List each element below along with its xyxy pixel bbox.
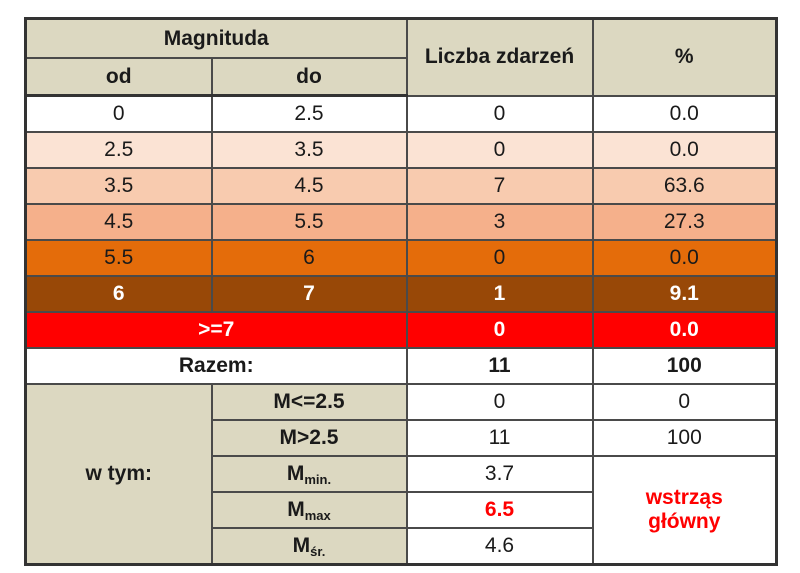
magnitude-table: Magnituda Liczba zdarzeń % od do 0 2.5 0…: [24, 17, 778, 566]
total-count: 11: [405, 347, 594, 385]
mmin-base: M: [286, 461, 305, 485]
le25-label: M<=2.5: [210, 383, 408, 421]
gt25-count: 11: [405, 419, 594, 457]
cell-to: 3.5: [210, 131, 408, 169]
table-row-total: Razem: 11 100: [24, 347, 778, 385]
mmin-label: Mmin.: [210, 455, 408, 493]
cell-to: 4.5: [210, 167, 408, 205]
cell-percent: 0.0: [591, 94, 778, 133]
table-row: 4.5 5.5 3 27.3: [24, 203, 778, 241]
table-row: 2.5 3.5 0 0.0: [24, 131, 778, 169]
total-percent: 100: [591, 347, 778, 385]
cell-to: 7: [210, 275, 408, 313]
cell-count: 0: [405, 311, 594, 349]
mmax-sub: max: [304, 507, 331, 523]
table-row-mmax: Mmax 6.5: [26, 491, 777, 529]
cell-ge7-label: >=7: [24, 311, 408, 349]
cell-count: 1: [405, 275, 594, 313]
table-row-ge7: >=7 0 0.0: [24, 311, 778, 349]
mainshock-note: wstrząs główny: [591, 455, 778, 566]
cell-from: 3.5: [24, 167, 213, 205]
mmin-value: 3.7: [405, 455, 594, 493]
cell-count: 0: [405, 131, 594, 169]
cell-to: 6: [210, 239, 408, 277]
cell-from: 0: [24, 94, 213, 133]
header-percent: %: [591, 17, 778, 97]
table-row-mmin: Mmin. 3.7 wstrząs główny: [26, 455, 778, 566]
mmin-sub: min.: [304, 471, 332, 487]
mmax-label: Mmax: [210, 491, 408, 529]
cell-percent: 9.1: [591, 275, 778, 313]
cell-to: 5.5: [210, 203, 408, 241]
cell-from: 4.5: [24, 203, 213, 241]
le25-count: 0: [405, 383, 594, 421]
table-row: 5.5 6 0 0.0: [24, 239, 778, 277]
mmax-value: 6.5: [405, 491, 594, 529]
header-to: do: [210, 57, 408, 97]
table-row-mavg: Mśr. 4.6: [26, 527, 777, 566]
table-row-le25: w tym: M<=2.5 0 0: [24, 383, 778, 566]
mavg-sub: śr.: [310, 543, 326, 559]
mavg-value: 4.6: [405, 527, 594, 566]
cell-from: 6: [24, 275, 213, 313]
note-line1: wstrząs: [645, 486, 723, 509]
magnitude-table-container: Magnituda Liczba zdarzeń % od do 0 2.5 0…: [24, 17, 778, 566]
le25-percent: 0: [591, 383, 778, 421]
mavg-label: Mśr.: [210, 527, 408, 566]
note-line2: główny: [648, 510, 721, 533]
mmax-base: M: [287, 497, 305, 521]
header-events: Liczba zdarzeń: [405, 17, 594, 97]
cell-count: 7: [405, 167, 594, 205]
cell-percent: 0.0: [591, 131, 778, 169]
cell-from: 5.5: [24, 239, 213, 277]
gt25-percent: 100: [591, 419, 778, 457]
total-label: Razem:: [24, 347, 408, 385]
cell-count: 0: [405, 94, 594, 133]
cell-count: 0: [405, 239, 594, 277]
table-row: 0 2.5 0 0.0: [24, 94, 778, 133]
cell-percent: 63.6: [591, 167, 778, 205]
header-from: od: [24, 57, 213, 97]
cell-percent: 0.0: [591, 239, 778, 277]
gt25-label: M>2.5: [210, 419, 408, 457]
table-row: 6 7 1 9.1: [24, 275, 778, 313]
header-magnitude: Magnituda: [24, 17, 408, 59]
cell-count: 3: [405, 203, 594, 241]
mavg-base: M: [292, 533, 311, 557]
cell-percent: 27.3: [591, 203, 778, 241]
table-row-gt25: M>2.5 11 100: [26, 419, 778, 457]
breakdown-label: w tym:: [24, 383, 213, 566]
cell-percent: 0.0: [591, 311, 778, 349]
table-row: 3.5 4.5 7 63.6: [24, 167, 778, 205]
cell-from: 2.5: [24, 131, 213, 169]
cell-to: 2.5: [210, 94, 408, 133]
